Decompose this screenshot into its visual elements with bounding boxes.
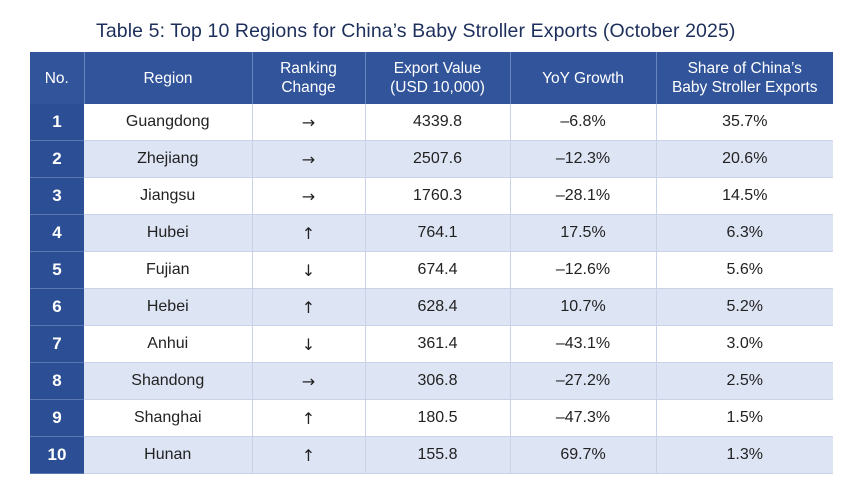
exports-table: No. Region Ranking Change Export Value (… (30, 52, 833, 474)
table-row: 1 Guangdong → 4339.8 –6.8% 35.7% (30, 104, 833, 141)
yoy-growth-cell: –6.8% (510, 104, 657, 141)
table-row: 10 Hunan ↑ 155.8 69.7% 1.3% (30, 436, 833, 474)
share-cell: 6.3% (656, 214, 833, 252)
header-row: No. Region Ranking Change Export Value (… (30, 52, 833, 104)
region-cell: Anhui (84, 325, 253, 363)
header-ranking-line2: Change (281, 79, 336, 96)
rank-number: 3 (30, 177, 84, 215)
share-cell: 5.6% (656, 251, 833, 289)
export-value-cell: 628.4 (365, 288, 511, 326)
share-cell: 2.5% (656, 362, 833, 400)
rank-number: 4 (30, 214, 84, 252)
header-ranking-change: Ranking Change (252, 52, 366, 104)
ranking-change-arrow-icon: ↑ (252, 288, 366, 326)
yoy-growth-cell: –28.1% (510, 177, 657, 215)
region-cell: Zhejiang (84, 140, 253, 178)
table-row: 6 Hebei ↑ 628.4 10.7% 5.2% (30, 288, 833, 326)
export-value-cell: 674.4 (365, 251, 511, 289)
region-cell: Shandong (84, 362, 253, 400)
rank-number: 1 (30, 104, 84, 141)
rank-number: 10 (30, 436, 84, 474)
yoy-growth-cell: –43.1% (510, 325, 657, 363)
yoy-growth-cell: –47.3% (510, 399, 657, 437)
ranking-change-arrow-icon: → (252, 177, 366, 215)
rank-number: 9 (30, 399, 84, 437)
table-row: 3 Jiangsu → 1760.3 –28.1% 14.5% (30, 177, 833, 215)
header-share: Share of China’s Baby Stroller Exports (656, 52, 833, 104)
share-cell: 1.3% (656, 436, 833, 474)
ranking-change-arrow-icon: ↑ (252, 399, 366, 437)
export-value-cell: 1760.3 (365, 177, 511, 215)
region-cell: Jiangsu (84, 177, 253, 215)
table-title: Table 5: Top 10 Regions for China’s Baby… (96, 20, 736, 42)
ranking-change-arrow-icon: → (252, 140, 366, 178)
header-share-line2: Baby Stroller Exports (671, 79, 818, 96)
yoy-growth-cell: –12.6% (510, 251, 657, 289)
rank-number: 6 (30, 288, 84, 326)
share-cell: 14.5% (656, 177, 833, 215)
yoy-growth-cell: 10.7% (510, 288, 657, 326)
ranking-change-arrow-icon: → (252, 104, 366, 141)
table-row: 4 Hubei ↑ 764.1 17.5% 6.3% (30, 214, 833, 252)
rank-number: 2 (30, 140, 84, 178)
export-value-cell: 306.8 (365, 362, 511, 400)
region-cell: Guangdong (84, 104, 253, 141)
yoy-growth-cell: 17.5% (510, 214, 657, 252)
header-export-value-line2: (USD 10,000) (390, 79, 485, 96)
export-value-cell: 361.4 (365, 325, 511, 363)
region-cell: Hebei (84, 288, 253, 326)
ranking-change-arrow-icon: ↑ (252, 436, 366, 474)
region-cell: Fujian (84, 251, 253, 289)
export-value-cell: 155.8 (365, 436, 511, 474)
share-cell: 3.0% (656, 325, 833, 363)
header-share-line1: Share of China’s (687, 60, 802, 77)
yoy-growth-cell: –12.3% (510, 140, 657, 178)
rank-number: 8 (30, 362, 84, 400)
region-cell: Shanghai (84, 399, 253, 437)
header-region: Region (84, 52, 253, 104)
header-ranking-line1: Ranking (280, 60, 337, 77)
export-value-cell: 2507.6 (365, 140, 511, 178)
table-row: 9 Shanghai ↑ 180.5 –47.3% 1.5% (30, 399, 833, 437)
export-value-cell: 764.1 (365, 214, 511, 252)
ranking-change-arrow-icon: ↑ (252, 214, 366, 252)
yoy-growth-cell: 69.7% (510, 436, 657, 474)
header-export-value-line1: Export Value (393, 60, 482, 77)
share-cell: 35.7% (656, 104, 833, 141)
region-cell: Hubei (84, 214, 253, 252)
export-value-cell: 180.5 (365, 399, 511, 437)
header-export-value: Export Value (USD 10,000) (365, 52, 511, 104)
table-row: 8 Shandong → 306.8 –27.2% 2.5% (30, 362, 833, 400)
table-row: 7 Anhui ↓ 361.4 –43.1% 3.0% (30, 325, 833, 363)
export-value-cell: 4339.8 (365, 104, 511, 141)
share-cell: 20.6% (656, 140, 833, 178)
header-no: No. (30, 52, 85, 104)
rank-number: 7 (30, 325, 84, 363)
ranking-change-arrow-icon: ↓ (252, 251, 366, 289)
table-row: 2 Zhejiang → 2507.6 –12.3% 20.6% (30, 140, 833, 178)
table-row: 5 Fujian ↓ 674.4 –12.6% 5.6% (30, 251, 833, 289)
share-cell: 1.5% (656, 399, 833, 437)
ranking-change-arrow-icon: ↓ (252, 325, 366, 363)
yoy-growth-cell: –27.2% (510, 362, 657, 400)
header-yoy-growth: YoY Growth (510, 52, 657, 104)
ranking-change-arrow-icon: → (252, 362, 366, 400)
rank-number: 5 (30, 251, 84, 289)
region-cell: Hunan (84, 436, 253, 474)
share-cell: 5.2% (656, 288, 833, 326)
